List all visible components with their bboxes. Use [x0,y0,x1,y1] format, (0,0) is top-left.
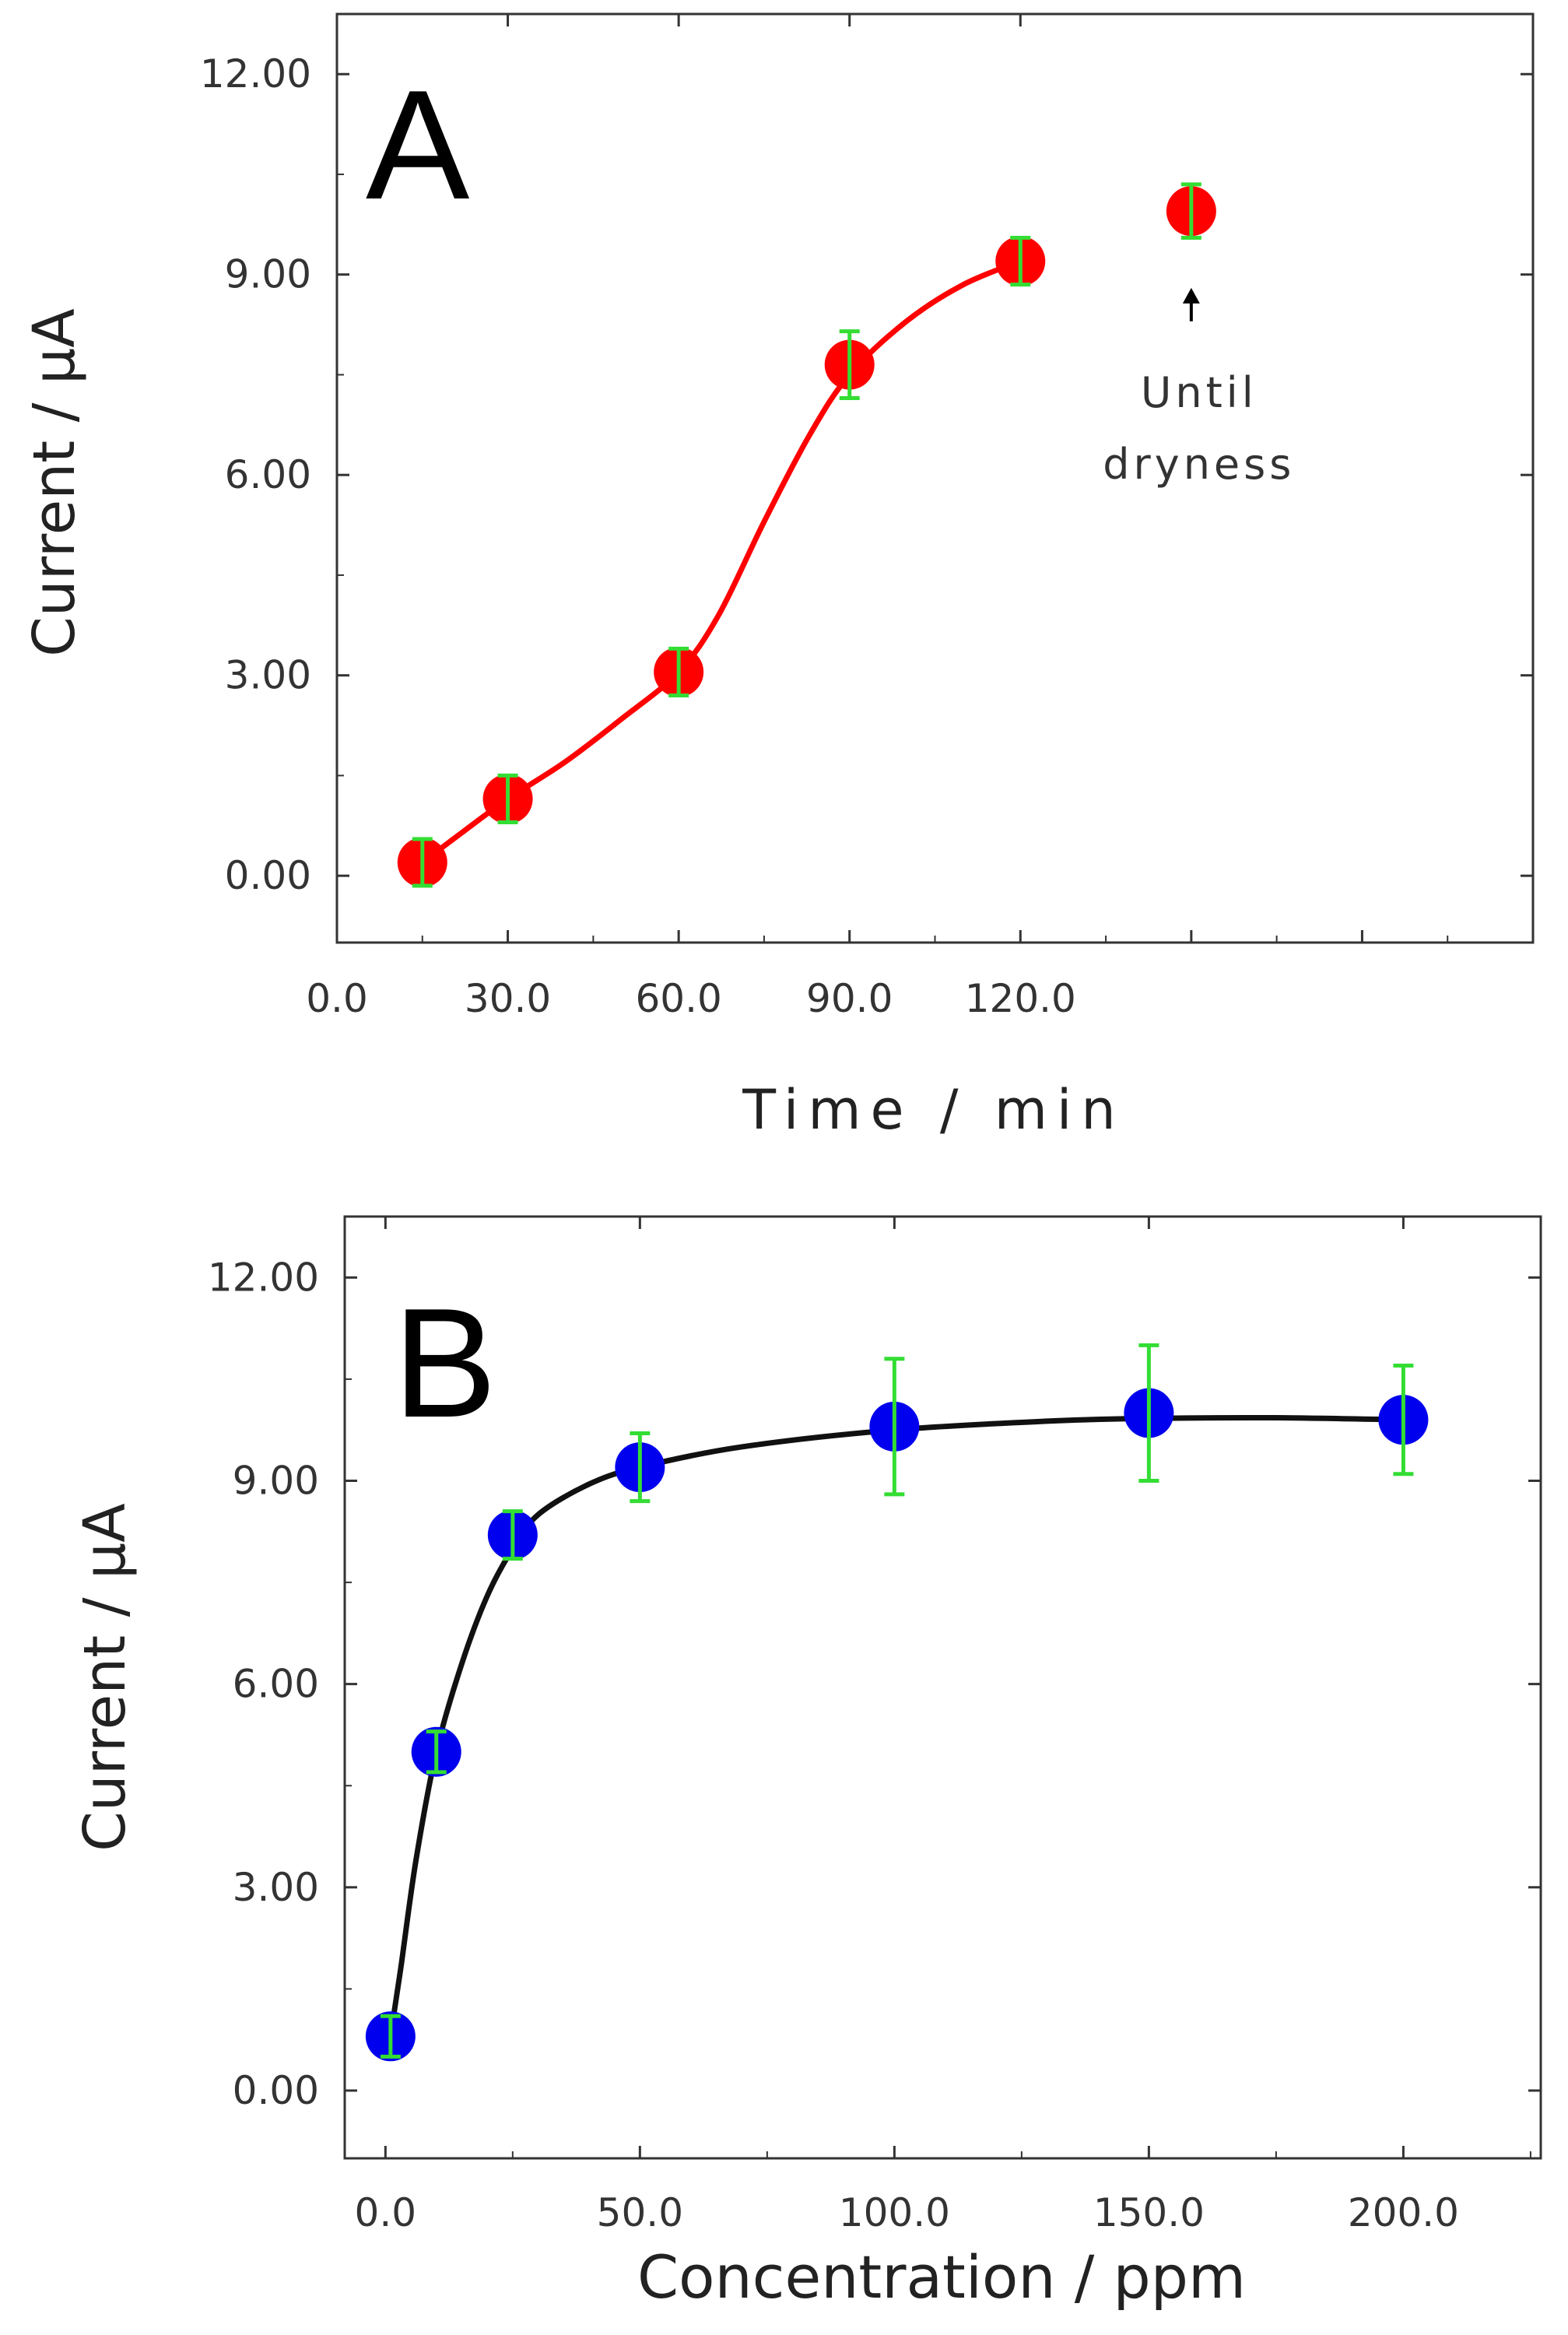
plot-frame-b [343,1215,1542,2160]
x-axis-title-b: Concentration / ppm [637,2242,1246,2312]
x-tick-label-b: 0.0 [355,2190,417,2235]
panel-letter-a: A [366,58,470,232]
x-tick-label-a: 60.0 [635,976,721,1021]
annotation-text-1: dryness [1103,440,1295,489]
y-tick-label-b: 12.00 [208,1255,319,1300]
x-tick-label-b: 200.0 [1348,2190,1459,2235]
panel-b: 0.00 3.00 6.00 9.00 12.00 0.0 50.0 100.0 150.0 2… [72,1215,1542,2312]
y-tick-label-a: 9.00 [225,252,311,297]
y-tick-label-a: 0.00 [225,853,311,898]
y-axis-title-a: Current / μA [21,308,88,657]
fit-line-b [388,1414,1406,2039]
y-tick-label-b: 0.00 [233,2068,319,2113]
x-tick-label-b: 150.0 [1093,2190,1205,2235]
annotation-text-0: Until [1141,368,1258,417]
x-tick-label-b: 50.0 [597,2190,683,2235]
y-tick-label-b: 9.00 [233,1458,319,1503]
panel-letter-b: B [393,1276,496,1450]
y-tick-label-a: 3.00 [225,653,311,698]
y-tick-label-a: 6.00 [225,452,311,497]
x-axis-title-a: Time / min [742,1078,1124,1142]
panel-a: 0.00 3.00 6.00 9.00 12.00 0.0 30.0 60.0 90.0 120… [21,12,1535,1142]
x-tick-label-a: 0.0 [306,976,368,1021]
x-tick-label-a: 90.0 [806,976,893,1021]
annotation-arrow-head [1182,287,1200,304]
x-tick-label-a: 30.0 [465,976,551,1021]
y-tick-label-a: 12.00 [200,51,311,97]
x-tick-label-a: 120.0 [965,976,1076,1021]
fit-line-a [419,258,1023,866]
y-tick-label-b: 6.00 [233,1662,319,1707]
y-tick-label-b: 3.00 [233,1865,319,1910]
y-axis-title-b: Current / μA [72,1503,139,1852]
x-tick-label-b: 100.0 [839,2190,950,2235]
